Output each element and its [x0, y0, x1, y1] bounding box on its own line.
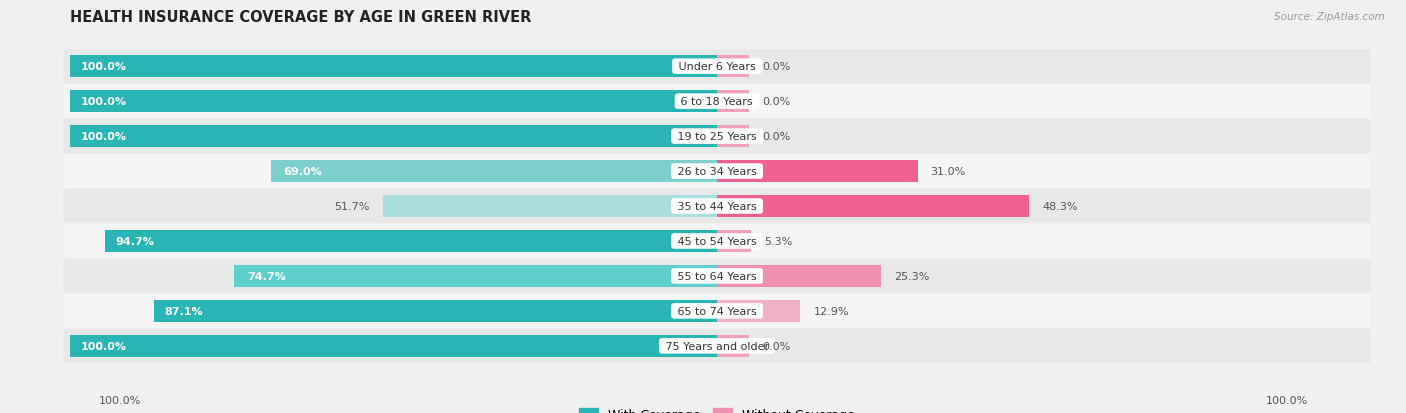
Bar — [70, 126, 717, 147]
Bar — [382, 196, 717, 217]
Bar — [717, 230, 751, 252]
Text: 100.0%: 100.0% — [80, 62, 127, 72]
Text: 94.7%: 94.7% — [115, 236, 153, 247]
Bar — [70, 56, 717, 78]
Bar — [153, 300, 717, 322]
Bar — [717, 56, 749, 78]
Bar — [70, 335, 717, 357]
Text: 0.0%: 0.0% — [762, 341, 790, 351]
Text: 48.3%: 48.3% — [1042, 202, 1078, 211]
Text: 31.0%: 31.0% — [931, 166, 966, 177]
Bar — [104, 230, 717, 252]
Bar — [717, 126, 749, 147]
Text: 87.1%: 87.1% — [165, 306, 202, 316]
Text: 0.0%: 0.0% — [762, 132, 790, 142]
FancyBboxPatch shape — [63, 224, 1371, 259]
FancyBboxPatch shape — [63, 154, 1371, 189]
Bar — [271, 161, 717, 183]
Text: 74.7%: 74.7% — [247, 271, 285, 281]
Text: 100.0%: 100.0% — [80, 97, 127, 107]
Text: 45 to 54 Years: 45 to 54 Years — [673, 236, 761, 247]
Bar — [717, 335, 749, 357]
Text: HEALTH INSURANCE COVERAGE BY AGE IN GREEN RIVER: HEALTH INSURANCE COVERAGE BY AGE IN GREE… — [70, 9, 531, 24]
Text: 55 to 64 Years: 55 to 64 Years — [673, 271, 761, 281]
Text: 25.3%: 25.3% — [894, 271, 929, 281]
FancyBboxPatch shape — [63, 259, 1371, 293]
Text: 5.3%: 5.3% — [765, 236, 793, 247]
Text: 19 to 25 Years: 19 to 25 Years — [673, 132, 761, 142]
Bar — [70, 91, 717, 113]
Text: 6 to 18 Years: 6 to 18 Years — [678, 97, 756, 107]
Text: 51.7%: 51.7% — [335, 202, 370, 211]
FancyBboxPatch shape — [63, 190, 1371, 223]
FancyBboxPatch shape — [63, 85, 1371, 119]
Bar — [233, 266, 717, 287]
Bar — [717, 161, 918, 183]
Text: 100.0%: 100.0% — [98, 395, 141, 405]
Text: 75 Years and older: 75 Years and older — [662, 341, 772, 351]
Bar — [717, 266, 880, 287]
FancyBboxPatch shape — [63, 329, 1371, 363]
Text: 35 to 44 Years: 35 to 44 Years — [673, 202, 761, 211]
Text: 100.0%: 100.0% — [80, 341, 127, 351]
Bar — [717, 196, 1029, 217]
FancyBboxPatch shape — [63, 294, 1371, 328]
Text: 100.0%: 100.0% — [1265, 395, 1308, 405]
Text: 0.0%: 0.0% — [762, 97, 790, 107]
Text: Source: ZipAtlas.com: Source: ZipAtlas.com — [1274, 12, 1385, 22]
Text: 12.9%: 12.9% — [814, 306, 849, 316]
Text: 65 to 74 Years: 65 to 74 Years — [673, 306, 761, 316]
Bar — [717, 300, 800, 322]
Legend: With Coverage, Without Coverage: With Coverage, Without Coverage — [575, 404, 859, 413]
Bar — [717, 91, 749, 113]
FancyBboxPatch shape — [63, 120, 1371, 154]
Text: 0.0%: 0.0% — [762, 62, 790, 72]
Text: 69.0%: 69.0% — [284, 166, 322, 177]
FancyBboxPatch shape — [63, 50, 1371, 84]
Text: 26 to 34 Years: 26 to 34 Years — [673, 166, 761, 177]
Text: Under 6 Years: Under 6 Years — [675, 62, 759, 72]
Text: 100.0%: 100.0% — [80, 132, 127, 142]
